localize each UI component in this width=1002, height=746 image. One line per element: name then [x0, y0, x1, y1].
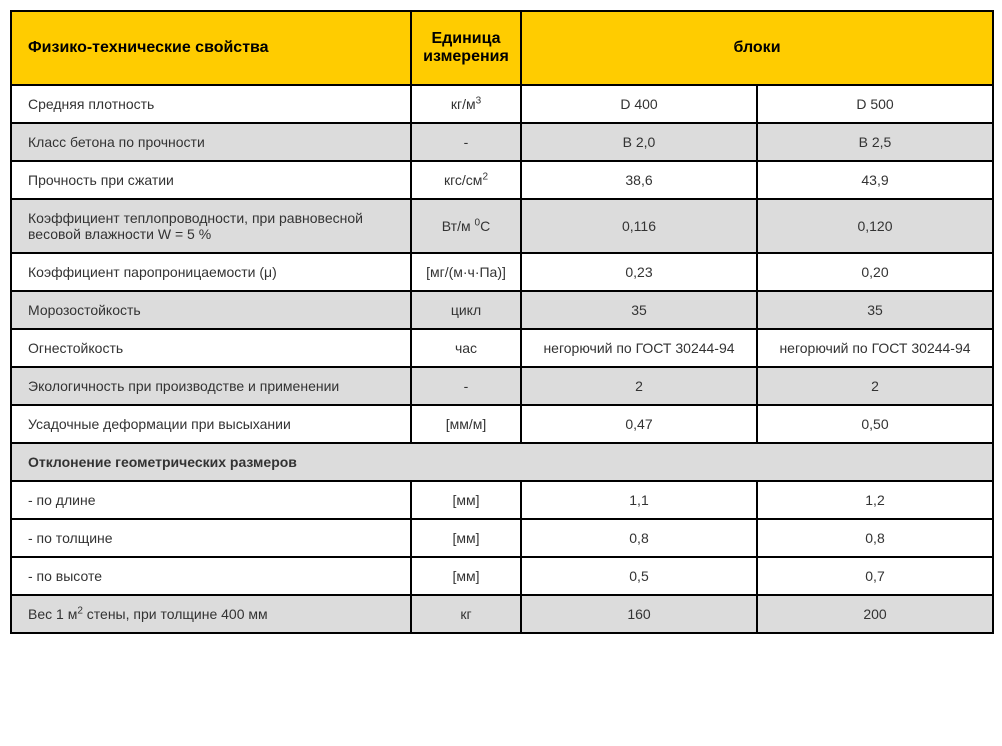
- unit-cell: [мм]: [411, 557, 521, 595]
- table-row: Отклонение геометрических размеров: [11, 443, 993, 481]
- property-cell: Класс бетона по прочности: [11, 123, 411, 161]
- property-cell: Коэффициент паропроницаемости (μ): [11, 253, 411, 291]
- table-row: Усадочные деформации при высыхании[мм/м]…: [11, 405, 993, 443]
- value-cell: 0,20: [757, 253, 993, 291]
- specs-table: Физико-технические свойства Единица изме…: [10, 10, 994, 634]
- property-cell: Вес 1 м2 стены, при толщине 400 мм: [11, 595, 411, 633]
- unit-cell: Вт/м 0С: [411, 199, 521, 253]
- value-cell: 0,116: [521, 199, 757, 253]
- property-cell: Экологичность при производстве и примене…: [11, 367, 411, 405]
- property-cell: - по высоте: [11, 557, 411, 595]
- unit-cell: [мм]: [411, 481, 521, 519]
- unit-cell: цикл: [411, 291, 521, 329]
- table-row: - по высоте[мм]0,50,7: [11, 557, 993, 595]
- value-cell: 2: [757, 367, 993, 405]
- table-row: Коэффициент теплопроводности, при равнов…: [11, 199, 993, 253]
- table-row: Прочность при сжатиикгс/см238,643,9: [11, 161, 993, 199]
- table-row: Коэффициент паропроницаемости (μ)[мг/(м·…: [11, 253, 993, 291]
- value-cell: В 2,0: [521, 123, 757, 161]
- unit-cell: час: [411, 329, 521, 367]
- property-cell: - по толщине: [11, 519, 411, 557]
- value-cell: 160: [521, 595, 757, 633]
- value-cell: 200: [757, 595, 993, 633]
- table-row: - по толщине[мм]0,80,8: [11, 519, 993, 557]
- table-row: Класс бетона по прочности-В 2,0В 2,5: [11, 123, 993, 161]
- value-cell: 2: [521, 367, 757, 405]
- value-cell: 35: [521, 291, 757, 329]
- unit-cell: кг: [411, 595, 521, 633]
- value-cell: 43,9: [757, 161, 993, 199]
- value-cell: негорючий по ГОСТ 30244-94: [757, 329, 993, 367]
- value-cell: 0,23: [521, 253, 757, 291]
- value-cell: В 2,5: [757, 123, 993, 161]
- property-cell: Средняя плотность: [11, 85, 411, 123]
- unit-cell: кг/м3: [411, 85, 521, 123]
- value-cell: 0,50: [757, 405, 993, 443]
- header-unit: Единица измерения: [411, 11, 521, 85]
- value-cell: 0,8: [757, 519, 993, 557]
- value-cell: 0,7: [757, 557, 993, 595]
- table-row: Морозостойкостьцикл3535: [11, 291, 993, 329]
- unit-cell: кгс/см2: [411, 161, 521, 199]
- property-cell: Огнестойкость: [11, 329, 411, 367]
- header-values: блоки: [521, 11, 993, 85]
- value-cell: D 500: [757, 85, 993, 123]
- property-cell: Усадочные деформации при высыхании: [11, 405, 411, 443]
- value-cell: 1,2: [757, 481, 993, 519]
- property-cell: Морозостойкость: [11, 291, 411, 329]
- table-row: Экологичность при производстве и примене…: [11, 367, 993, 405]
- unit-cell: [мм]: [411, 519, 521, 557]
- section-header: Отклонение геометрических размеров: [11, 443, 993, 481]
- table-row: Средняя плотностькг/м3D 400D 500: [11, 85, 993, 123]
- value-cell: 0,120: [757, 199, 993, 253]
- value-cell: D 400: [521, 85, 757, 123]
- value-cell: негорючий по ГОСТ 30244-94: [521, 329, 757, 367]
- table-row: Огнестойкостьчаснегорючий по ГОСТ 30244-…: [11, 329, 993, 367]
- unit-cell: [мг/(м·ч·Па)]: [411, 253, 521, 291]
- table-header: Физико-технические свойства Единица изме…: [11, 11, 993, 85]
- value-cell: 0,5: [521, 557, 757, 595]
- unit-cell: -: [411, 123, 521, 161]
- value-cell: 35: [757, 291, 993, 329]
- value-cell: 0,8: [521, 519, 757, 557]
- value-cell: 0,47: [521, 405, 757, 443]
- unit-cell: -: [411, 367, 521, 405]
- unit-cell: [мм/м]: [411, 405, 521, 443]
- table-row: - по длине[мм]1,11,2: [11, 481, 993, 519]
- value-cell: 1,1: [521, 481, 757, 519]
- property-cell: - по длине: [11, 481, 411, 519]
- value-cell: 38,6: [521, 161, 757, 199]
- property-cell: Прочность при сжатии: [11, 161, 411, 199]
- property-cell: Коэффициент теплопроводности, при равнов…: [11, 199, 411, 253]
- table-body: Средняя плотностькг/м3D 400D 500Класс бе…: [11, 85, 993, 633]
- header-property: Физико-технические свойства: [11, 11, 411, 85]
- table-row: Вес 1 м2 стены, при толщине 400 ммкг1602…: [11, 595, 993, 633]
